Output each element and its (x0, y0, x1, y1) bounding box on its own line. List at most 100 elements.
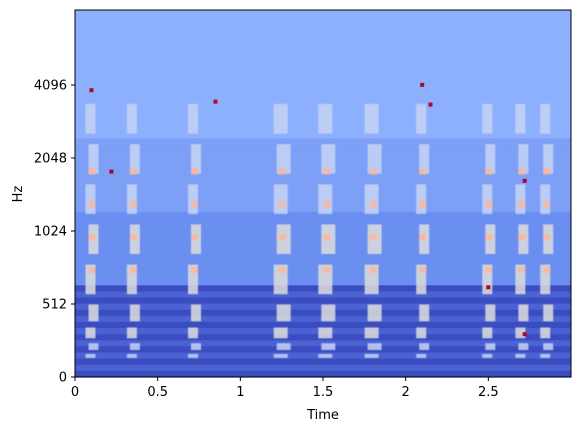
energy-segment (485, 304, 496, 322)
energy-segment (518, 343, 529, 350)
energy-segment (318, 184, 333, 214)
background-band (75, 71, 571, 78)
background-band (75, 22, 571, 29)
energy-segment (321, 304, 336, 322)
background-band (75, 254, 571, 262)
energy-segment (485, 343, 496, 350)
energy-highlight (518, 201, 526, 208)
energy-segment (188, 264, 198, 295)
background-band (75, 46, 571, 54)
energy-highlight (369, 234, 377, 241)
energy-segment (85, 327, 96, 339)
energy-segment (416, 184, 427, 214)
energy-segment (518, 144, 529, 174)
energy-bursts (85, 104, 554, 358)
background-band (75, 364, 571, 372)
energy-segment (126, 184, 137, 214)
background-band (75, 95, 571, 103)
background-band (75, 28, 571, 36)
x-axis-label: Time (306, 408, 339, 423)
y-tick-label: 4096 (34, 79, 67, 94)
energy-segment (515, 264, 526, 295)
x-tick-label: 0.5 (147, 385, 168, 400)
energy-segment (188, 327, 198, 339)
background-band (75, 138, 571, 146)
energy-segment (540, 264, 551, 295)
energy-segment (540, 327, 551, 339)
energy-segment (419, 304, 430, 322)
energy-segment (540, 104, 551, 134)
peak-marker (522, 332, 527, 337)
background-band (75, 218, 571, 225)
energy-segment (367, 144, 382, 174)
background-band (75, 291, 571, 299)
energy-highlight (323, 201, 331, 208)
energy-highlight (543, 234, 551, 241)
energy-segment (540, 353, 551, 358)
energy-segment (88, 144, 99, 174)
energy-segment (543, 304, 554, 322)
energy-segment (321, 343, 336, 350)
energy-segment (129, 343, 140, 350)
energy-highlight (543, 267, 551, 274)
energy-highlight (419, 168, 427, 175)
plot-area (75, 10, 571, 378)
energy-segment (364, 327, 379, 339)
energy-highlight (518, 267, 526, 274)
energy-segment (188, 104, 198, 134)
energy-highlight (88, 234, 96, 241)
background-band (75, 370, 571, 378)
energy-segment (543, 343, 554, 350)
energy-highlight (191, 267, 198, 274)
energy-segment (318, 104, 333, 134)
energy-segment (416, 264, 427, 295)
x-tick-label: 1 (236, 385, 244, 400)
background-band (75, 260, 571, 268)
energy-segment (88, 304, 99, 322)
background-band (75, 34, 571, 42)
energy-segment (85, 104, 96, 134)
energy-segment (188, 353, 198, 358)
energy-segment (416, 353, 427, 358)
energy-segment (85, 264, 96, 295)
background-band (75, 297, 571, 305)
energy-segment (482, 104, 493, 134)
x-axis: 0 0.5 1 1.5 2 2.5 (71, 377, 499, 400)
energy-segment (515, 104, 526, 134)
energy-segment (188, 184, 198, 214)
peak-marker (213, 99, 218, 104)
energy-highlight (369, 267, 377, 274)
background-band (75, 58, 571, 66)
energy-segment (126, 353, 137, 358)
energy-segment (515, 353, 526, 358)
background-band (75, 211, 571, 219)
background-band (75, 175, 571, 182)
energy-highlight (88, 267, 96, 274)
energy-segment (276, 144, 291, 174)
energy-segment (276, 343, 291, 350)
energy-highlight (278, 201, 286, 208)
background-band (75, 16, 571, 23)
energy-segment (482, 327, 493, 339)
y-tick-label: 1024 (34, 225, 67, 240)
energy-highlight (278, 168, 286, 175)
background-band (75, 40, 571, 48)
peak-marker (420, 82, 425, 87)
energy-segment (318, 353, 333, 358)
energy-segment (482, 264, 493, 295)
background-band (75, 321, 571, 329)
peak-marker (428, 102, 433, 107)
energy-segment (191, 144, 201, 174)
y-axis: 0 512 1024 2048 4096 (34, 79, 75, 386)
energy-highlight (419, 201, 427, 208)
background-band (75, 65, 571, 72)
energy-highlight (485, 168, 493, 175)
y-tick-label: 512 (42, 298, 67, 313)
energy-highlight (369, 168, 377, 175)
background-band (75, 77, 571, 84)
peak-markers (89, 82, 527, 337)
energy-highlight (191, 201, 198, 208)
peak-marker (109, 169, 114, 174)
energy-segment (367, 343, 382, 350)
